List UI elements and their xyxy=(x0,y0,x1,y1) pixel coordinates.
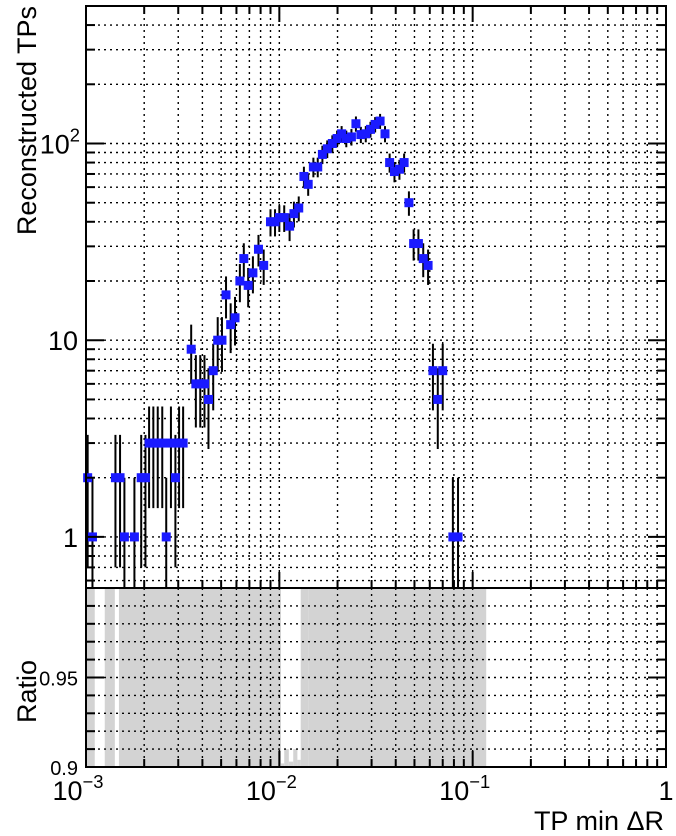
data-point xyxy=(274,213,284,223)
ratio-bin xyxy=(280,763,285,767)
data-point xyxy=(370,119,380,129)
data-point xyxy=(110,473,120,483)
data-point xyxy=(153,438,163,448)
data-point xyxy=(230,313,240,323)
data-point xyxy=(423,260,433,270)
data-point xyxy=(409,239,419,249)
ratio-bin xyxy=(118,588,281,767)
data-point xyxy=(351,119,361,129)
data-point xyxy=(404,198,414,208)
data-point xyxy=(313,162,323,172)
x-tick-label: 10−2 xyxy=(246,771,297,806)
ratio-bin xyxy=(297,759,301,767)
data-point xyxy=(170,473,180,483)
data-point xyxy=(448,532,458,542)
data-point xyxy=(303,179,313,189)
label-layer: Reconstructed TPs Ratio TP min ΔR 1 10 102… xyxy=(12,6,674,836)
data-point xyxy=(341,134,351,144)
data-point xyxy=(239,254,249,264)
data-point xyxy=(265,217,275,227)
data-point xyxy=(285,221,295,231)
data-point xyxy=(157,438,167,448)
data-point xyxy=(289,209,299,219)
xlabel: TP min ΔR xyxy=(534,806,664,836)
data-point xyxy=(399,158,409,168)
data-point xyxy=(453,532,463,542)
data-point xyxy=(161,532,171,542)
data-point xyxy=(322,144,332,154)
ratio-ylabel: Ratio xyxy=(12,660,42,723)
ratio-bin xyxy=(284,749,289,767)
data-point xyxy=(418,254,428,264)
data-point xyxy=(279,213,289,223)
main-ylabel: Reconstructed TPs xyxy=(12,6,42,235)
ratio-bin xyxy=(293,749,298,767)
data-point xyxy=(380,129,390,139)
data-point xyxy=(394,164,404,174)
data-point xyxy=(413,239,423,249)
grid-layer xyxy=(86,6,666,767)
data-point xyxy=(433,394,443,404)
y-tick-label: 10 xyxy=(48,326,78,356)
y-tick-label: 1 xyxy=(63,523,78,553)
data-point xyxy=(385,158,395,168)
data-point xyxy=(294,203,304,213)
data-point xyxy=(438,366,448,376)
data-point xyxy=(166,438,176,448)
data-point xyxy=(327,138,337,148)
tick-layer xyxy=(85,6,667,768)
data-point xyxy=(332,134,342,144)
y-tick-label: 102 xyxy=(40,124,80,159)
ratio-bin xyxy=(300,588,309,767)
data-point xyxy=(199,379,209,389)
ratio-bin xyxy=(308,588,487,767)
data-point xyxy=(243,280,253,290)
data-point xyxy=(221,290,231,300)
x-tick-label: 1 xyxy=(658,776,673,806)
data-point xyxy=(235,276,245,286)
ratio-y-tick-label: 0.9 xyxy=(50,758,78,780)
x-tick-label: 10−1 xyxy=(439,771,490,806)
data-point xyxy=(203,394,213,404)
data-point xyxy=(346,132,356,142)
data-point xyxy=(428,366,438,376)
ratio-bin xyxy=(288,761,294,767)
data-point xyxy=(217,335,227,345)
ratio-bin xyxy=(104,588,115,767)
data-point xyxy=(208,366,218,376)
data-point xyxy=(226,320,236,330)
data-point xyxy=(361,129,371,139)
data-point xyxy=(389,167,399,177)
data-point xyxy=(129,532,139,542)
data-point xyxy=(115,473,125,483)
data-point xyxy=(299,171,309,181)
data-point xyxy=(259,260,269,270)
ratio-fill-layer xyxy=(86,588,487,767)
ratio-y-tick-label: 0.95 xyxy=(39,669,78,691)
marker-layer xyxy=(83,116,463,542)
data-point xyxy=(178,438,188,448)
error-bar-layer xyxy=(86,113,460,588)
data-point xyxy=(119,532,129,542)
main-frame xyxy=(85,5,667,589)
data-point xyxy=(140,473,150,483)
x-tick-label: 10−3 xyxy=(53,771,104,806)
data-point xyxy=(253,244,263,254)
data-point xyxy=(317,149,327,159)
data-point xyxy=(375,116,385,126)
data-point xyxy=(365,124,375,134)
data-point xyxy=(186,344,196,354)
data-point xyxy=(356,130,366,140)
data-point xyxy=(248,268,258,278)
data-point xyxy=(337,129,347,139)
